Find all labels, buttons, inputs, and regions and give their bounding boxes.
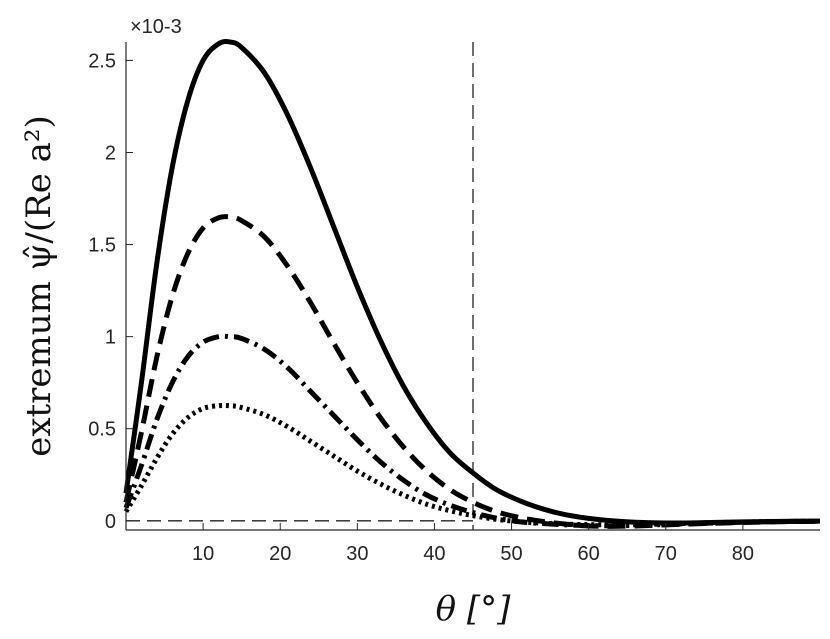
reference-lines: [126, 42, 474, 530]
x-tick-label: 80: [732, 543, 754, 565]
y-axis-multiplier: ×10-3: [130, 16, 182, 38]
x-tick-label: 50: [500, 543, 522, 565]
series-line-dotted: [123, 402, 821, 528]
x-tick-label: 70: [655, 543, 677, 565]
y-tick-label: 2.5: [88, 50, 116, 72]
x-axis-title: θ [°]: [436, 589, 512, 629]
y-tick-label: 0.5: [88, 419, 116, 441]
series-line-dash-dot: [123, 333, 821, 529]
x-tick-label: 40: [423, 543, 445, 565]
y-axis-title: extremum ψ̂/(Re a²): [19, 115, 59, 457]
x-tick-label: 30: [346, 543, 368, 565]
ticks: 10 20 30 40 50 60 70 80 0 0.5 1 1.5 2 2.5: [88, 50, 754, 565]
axes: [125, 42, 820, 531]
series-layer: [123, 39, 821, 529]
x-tick-label: 60: [578, 543, 600, 565]
y-tick-label: 1: [105, 327, 116, 349]
y-tick-label: 1.5: [88, 235, 116, 257]
y-tick-label: 2: [105, 142, 116, 164]
x-tick-label: 10: [192, 543, 214, 565]
y-tick-label: 0: [105, 511, 116, 533]
x-tick-label: 20: [269, 543, 291, 565]
